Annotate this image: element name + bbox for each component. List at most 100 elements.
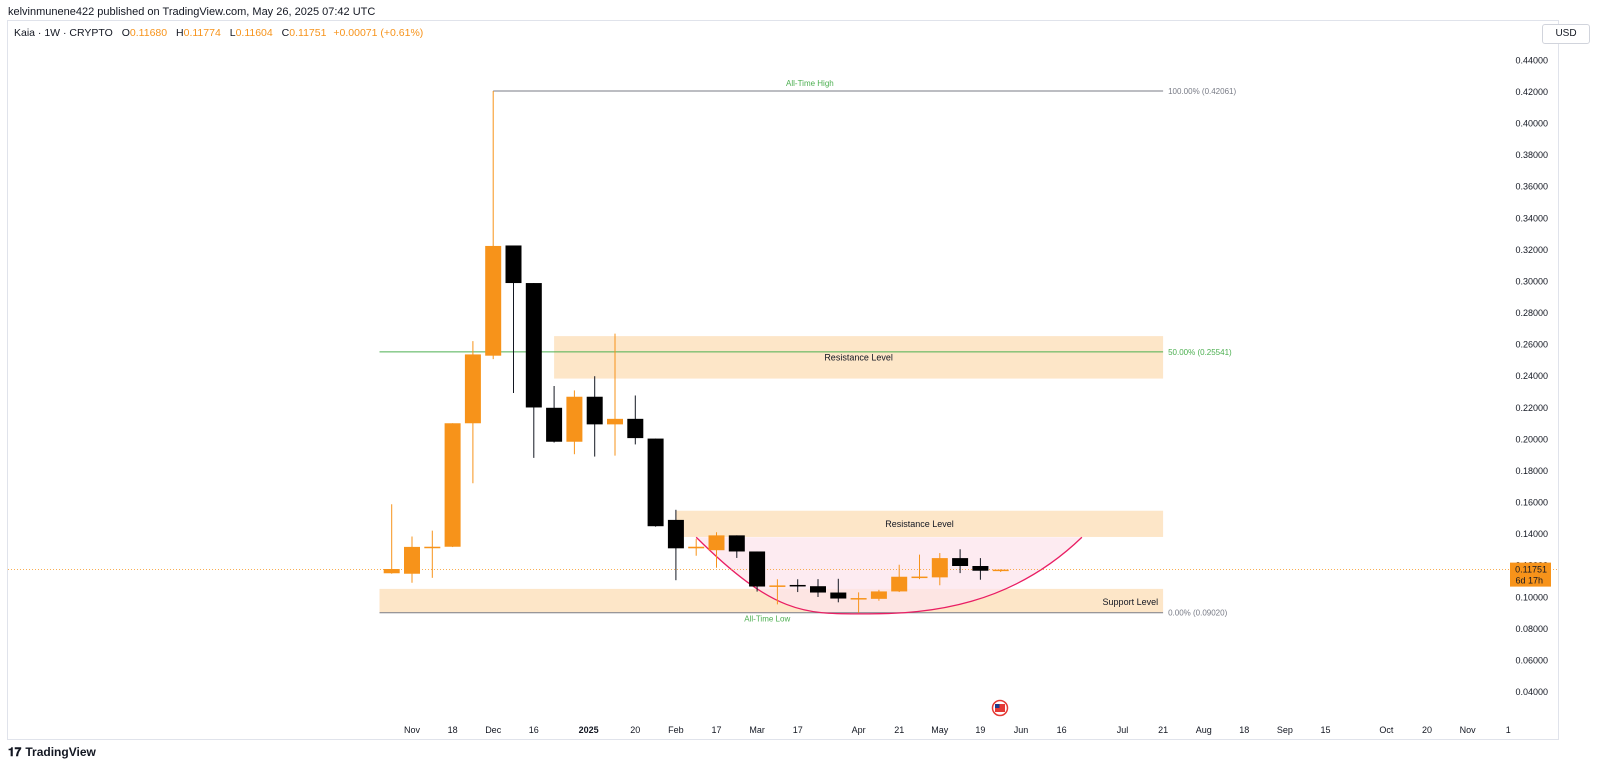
x-tick-label: Jul xyxy=(1117,725,1129,735)
candle xyxy=(769,579,786,605)
tradingview-logo-icon: 𝟏𝟕 xyxy=(8,745,22,759)
x-tick-label: 18 xyxy=(448,725,458,735)
candle xyxy=(586,376,603,457)
candle-body xyxy=(627,418,644,439)
candle-body xyxy=(566,396,583,442)
candle-body xyxy=(464,354,481,424)
candle xyxy=(870,589,887,601)
x-tick-label: 15 xyxy=(1320,725,1330,735)
x-tick-label: Jun xyxy=(1014,725,1029,735)
candle-body xyxy=(667,519,684,549)
y-tick-label: 0.42000 xyxy=(1515,87,1548,97)
flag-stripes xyxy=(995,704,1005,712)
y-tick-label: 0.10000 xyxy=(1515,592,1548,602)
candle xyxy=(464,341,481,484)
candle-body xyxy=(850,598,867,600)
all-time-high-label: All-Time High xyxy=(786,79,834,88)
candle xyxy=(404,536,420,583)
x-tick-label: 1 xyxy=(1506,725,1511,735)
candle xyxy=(444,423,461,548)
candle-body xyxy=(810,586,826,593)
published-line: kelvinmunene422 published on TradingView… xyxy=(8,6,376,18)
y-tick-label: 0.04000 xyxy=(1515,687,1548,697)
high-label: H xyxy=(176,27,184,39)
us-flag-event-icon xyxy=(991,699,1009,717)
candle xyxy=(566,390,583,455)
candle xyxy=(546,386,563,443)
x-tick-label: Oct xyxy=(1379,725,1394,735)
candle-body xyxy=(870,591,887,599)
all-time-low-label: All-Time Low xyxy=(744,615,790,624)
candle xyxy=(505,245,522,393)
y-tick-label: 0.28000 xyxy=(1515,308,1548,318)
price-tag-bg xyxy=(1510,562,1551,587)
x-tick-label: 16 xyxy=(529,725,539,735)
candle-body xyxy=(749,551,766,587)
candle xyxy=(667,509,684,581)
candle xyxy=(830,578,847,603)
candle xyxy=(627,395,644,445)
candle-body xyxy=(992,569,1009,572)
y-tick-label: 0.36000 xyxy=(1515,182,1548,192)
candle xyxy=(424,530,441,578)
x-tick-label: 20 xyxy=(630,725,640,735)
low-label: L xyxy=(229,27,236,39)
x-tick-label: 17 xyxy=(711,725,721,735)
candle-body xyxy=(891,576,908,592)
y-tick-label: 0.26000 xyxy=(1515,340,1548,350)
candle-body xyxy=(485,245,502,356)
resistance-level-label: Resistance Level xyxy=(824,352,893,362)
y-tick-label: 0.18000 xyxy=(1515,466,1548,476)
candle-body xyxy=(424,546,441,549)
zone-rect xyxy=(554,336,1164,379)
candle xyxy=(607,333,623,456)
candle xyxy=(383,504,400,574)
close-value: 0.11751 xyxy=(289,27,327,39)
open-value: 0.11680 xyxy=(129,27,168,39)
x-tick-label: Dec xyxy=(485,725,502,735)
candle-body xyxy=(708,535,725,551)
x-tick-label: May xyxy=(931,725,949,735)
candle xyxy=(891,564,908,593)
candle-body xyxy=(931,558,948,578)
candle xyxy=(647,438,664,527)
y-tick-label: 0.24000 xyxy=(1515,371,1548,381)
currency-button[interactable]: USD xyxy=(1542,24,1590,44)
price-tag-value: 0.11751 xyxy=(1515,565,1547,575)
candle-body xyxy=(952,558,969,566)
x-tick-label: 20 xyxy=(1422,725,1432,735)
y-tick-label: 0.20000 xyxy=(1515,434,1548,444)
y-tick-label: 0.34000 xyxy=(1515,213,1548,223)
high-value: 0.11774 xyxy=(183,27,221,39)
symbol-name[interactable]: Kaia · 1W · CRYPTO xyxy=(14,27,113,39)
pattern-arc xyxy=(695,536,1083,615)
candle-body xyxy=(404,546,420,574)
candle xyxy=(972,558,989,580)
x-tick-label: 21 xyxy=(1158,725,1168,735)
x-tick-label: Sep xyxy=(1277,725,1293,735)
support-level-label: Support Level xyxy=(1103,597,1159,607)
candle-body xyxy=(911,576,928,579)
fib-label: 0.00% (0.09020) xyxy=(1168,609,1227,618)
x-tick-label: Apr xyxy=(852,725,866,735)
candle xyxy=(525,283,542,458)
brand-name: TradingView xyxy=(25,745,96,759)
symbol-legend: Kaia · 1W · CRYPTO O0.11680 H0.11774 L 0.… xyxy=(14,27,423,39)
candle-body xyxy=(546,407,563,442)
candle-body xyxy=(972,566,989,571)
candle xyxy=(485,91,502,360)
x-tick-label: 2025 xyxy=(579,725,599,735)
pattern-fill xyxy=(696,537,1082,614)
y-tick-label: 0.14000 xyxy=(1515,529,1548,539)
candle-body xyxy=(769,585,786,587)
price-tag-countdown: 6d 17h xyxy=(1515,576,1543,586)
candle xyxy=(952,549,969,574)
x-tick-label: Nov xyxy=(404,725,421,735)
open-label: O xyxy=(121,27,130,39)
y-tick-label: 0.32000 xyxy=(1515,245,1548,255)
fib-label: 100.00% (0.42061) xyxy=(1168,87,1236,96)
candle-body xyxy=(607,418,623,425)
candle xyxy=(911,554,928,580)
